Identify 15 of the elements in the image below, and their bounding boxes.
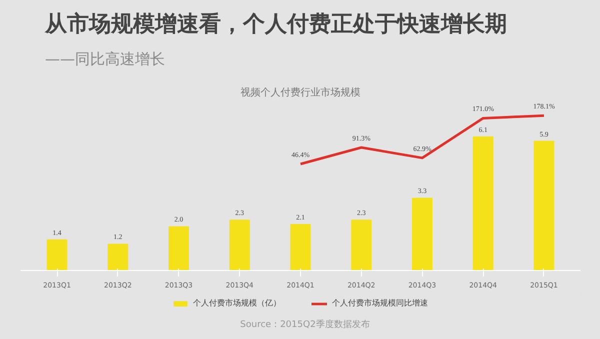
bar (229, 220, 250, 270)
chart-subtitle: ——同比高速增长 (45, 49, 165, 70)
bar (108, 244, 128, 270)
chart-title: 从市场规模增速看，个人付费正处于快速增长期 (45, 10, 507, 39)
bar (472, 136, 494, 270)
text: 视频个人付费行业市场规模 (240, 86, 360, 98)
legend-label: 个人付费市场规模（亿） (193, 298, 281, 308)
legend-label: 个人付费市场规模同比增速 (332, 298, 428, 308)
source-note: Source：2015Q2季度数据发布 (240, 319, 370, 332)
bar (290, 224, 311, 270)
bar (351, 220, 372, 270)
bar (46, 239, 68, 270)
bar (412, 198, 432, 270)
bar (168, 226, 189, 270)
bar (534, 140, 554, 270)
